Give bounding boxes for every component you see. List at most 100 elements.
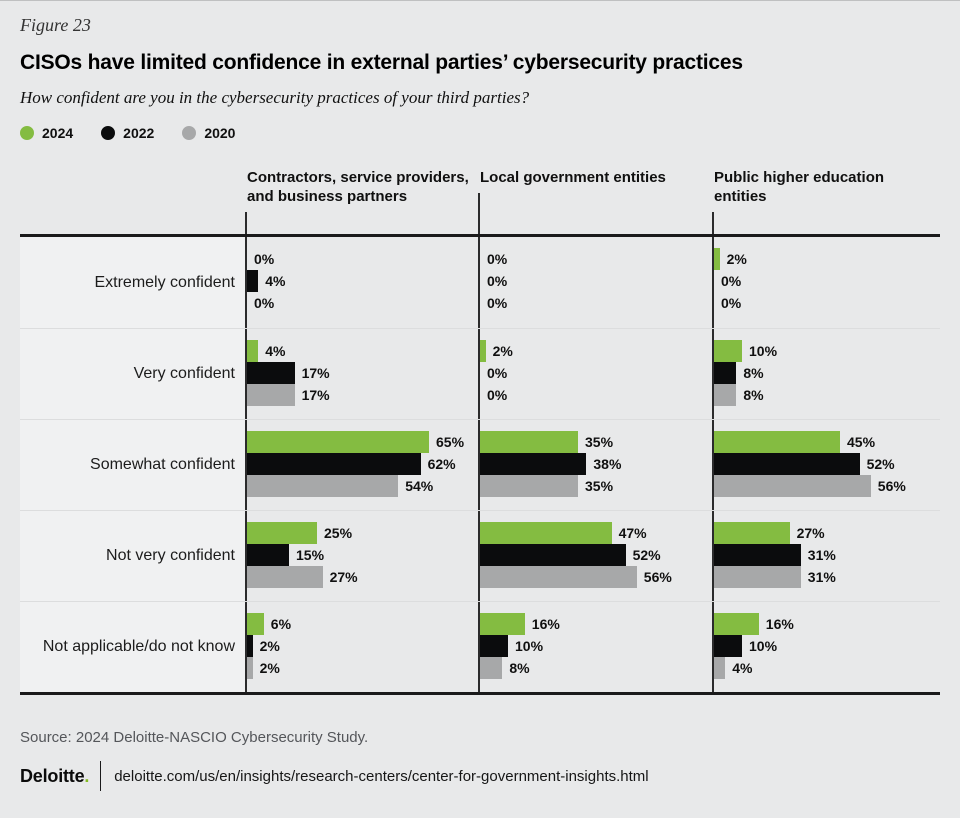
bar-2020	[714, 475, 871, 497]
chart-title: CISOs have limited confidence in externa…	[20, 51, 743, 74]
bar-value-label: 2%	[259, 638, 280, 654]
bar-value-label: 47%	[618, 525, 647, 541]
bar-line: 15%	[247, 544, 478, 566]
axis-line	[712, 211, 714, 234]
bar-value-label: 2%	[726, 251, 747, 267]
legend-item-2020: 2020	[182, 125, 235, 141]
bar-line: 0%	[714, 292, 940, 314]
bar-2022	[480, 453, 587, 475]
bar-cell: 0% 0% 0%	[478, 237, 712, 328]
bar-value-label: 6%	[270, 616, 292, 632]
bar-2020	[714, 657, 726, 679]
chart-subtitle: How confident are you in the cybersecuri…	[20, 88, 530, 107]
table-row: Extremely confident 0% 4% 0% 0% 0% 0% 2% 0% 0%	[20, 237, 940, 328]
bar-2022	[480, 635, 508, 657]
bar-line: 4%	[247, 340, 478, 362]
row-label: Somewhat confident	[20, 420, 245, 510]
bar-value-label: 54%	[405, 478, 434, 494]
bar-value-label: 16%	[765, 616, 794, 632]
bar-line: 65%	[247, 431, 478, 453]
bar-2024	[247, 431, 429, 453]
column-header-label: Contractors, service providers, and busi…	[247, 169, 469, 205]
bar-line: 10%	[714, 340, 940, 362]
bar-2022	[247, 270, 259, 292]
bar-2020	[247, 475, 399, 497]
bar-2024	[247, 613, 264, 635]
bar-cell: 16% 10% 4%	[712, 602, 940, 692]
bar-value-label: 0%	[487, 387, 508, 403]
bar-2020	[480, 657, 503, 679]
bar-value-label: 8%	[509, 660, 530, 676]
bar-2022	[247, 635, 253, 657]
bar-cell: 2% 0% 0%	[712, 237, 940, 328]
bar-value-label: 31%	[807, 547, 836, 563]
bar-2024	[714, 431, 840, 453]
bar-2020	[480, 475, 578, 497]
bar-value-label: 0%	[487, 251, 508, 267]
bar-value-label: 27%	[796, 525, 825, 541]
bar-line: 0%	[714, 270, 940, 292]
bar-line: 4%	[247, 270, 478, 292]
bar-cell: 27% 31% 31%	[712, 511, 940, 601]
bar-line: 54%	[247, 475, 478, 497]
bar-value-label: 35%	[585, 434, 614, 450]
axis-line	[245, 211, 247, 234]
bar-value-label: 25%	[324, 525, 353, 541]
legend-label: 2024	[42, 125, 74, 141]
column-header-local-government: Local government entities	[478, 169, 712, 234]
bar-line: 0%	[480, 248, 712, 270]
bar-2024	[714, 613, 759, 635]
bar-value-label: 4%	[265, 343, 286, 359]
bar-line: 56%	[714, 475, 940, 497]
bar-2022	[714, 635, 742, 657]
bar-2024	[480, 431, 578, 453]
row-label: Not applicable/do not know	[20, 602, 245, 692]
grouped-bar-chart: Contractors, service providers, and busi…	[20, 169, 940, 695]
bar-line: 31%	[714, 566, 940, 588]
bar-2020	[714, 384, 737, 406]
bar-2020	[714, 566, 801, 588]
figure-label: Figure 23	[20, 15, 91, 35]
bar-2024	[480, 340, 486, 362]
bar-line: 45%	[714, 431, 940, 453]
table-row: Very confident 4% 17% 17% 2% 0% 0% 10% 8% 8%	[20, 328, 940, 419]
bar-line: 35%	[480, 475, 712, 497]
legend-label: 2020	[204, 125, 236, 141]
bar-value-label: 15%	[296, 547, 325, 563]
bar-value-label: 0%	[487, 295, 508, 311]
bar-line: 8%	[480, 657, 712, 679]
bar-cell: 47% 52% 56%	[478, 511, 712, 601]
column-header-label: Public higher education entities	[714, 169, 885, 205]
bar-value-label: 45%	[847, 434, 876, 450]
bar-2024	[247, 340, 259, 362]
bar-line: 2%	[247, 635, 478, 657]
logo-green-dot: .	[84, 765, 90, 786]
bar-value-label: 52%	[866, 456, 895, 472]
bar-2024	[714, 522, 790, 544]
footer-url: deloitte.com/us/en/insights/research-cen…	[114, 767, 649, 785]
bar-line: 52%	[714, 453, 940, 475]
bar-cell: 65% 62% 54%	[245, 420, 478, 510]
bar-cell: 0% 4% 0%	[245, 237, 478, 328]
bar-2022	[247, 362, 295, 384]
bar-line: 6%	[247, 613, 478, 635]
bar-value-label: 16%	[531, 616, 560, 632]
bar-2020	[247, 384, 295, 406]
bar-2024	[480, 613, 525, 635]
bar-value-label: 0%	[487, 273, 508, 289]
bar-value-label: 2%	[492, 343, 513, 359]
bar-2024	[714, 248, 720, 270]
bar-value-label: 38%	[593, 456, 622, 472]
bar-line: 10%	[714, 635, 940, 657]
bar-line: 8%	[714, 384, 940, 406]
bar-value-label: 52%	[632, 547, 661, 563]
bar-value-label: 0%	[254, 251, 275, 267]
bar-line: 27%	[714, 522, 940, 544]
bar-line: 8%	[714, 362, 940, 384]
bar-value-label: 56%	[643, 569, 672, 585]
bar-value-label: 0%	[721, 295, 742, 311]
bar-line: 27%	[247, 566, 478, 588]
row-label: Not very confident	[20, 511, 245, 601]
bar-value-label: 56%	[877, 478, 906, 494]
